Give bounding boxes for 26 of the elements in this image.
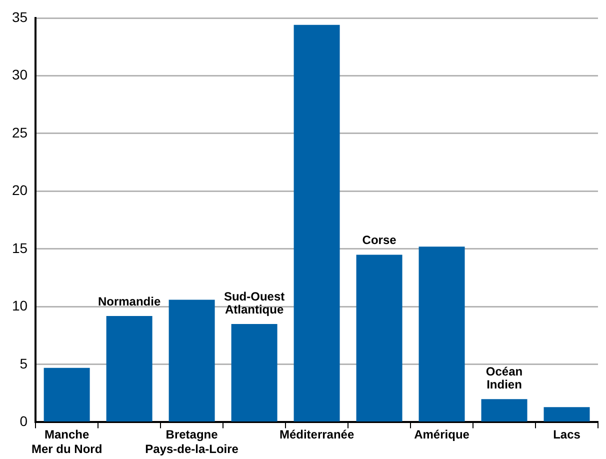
y-tick-label: 35	[12, 8, 28, 25]
bar	[44, 368, 90, 422]
x-tick-label: Manche Mer du Nord	[31, 428, 102, 456]
x-tick-label: Bretagne Pays-de-la-Loire	[145, 428, 239, 456]
x-tick-label: Méditerranée	[279, 428, 354, 442]
x-tick-label: Normandie	[98, 294, 161, 308]
y-tick-label: 0	[20, 413, 28, 430]
bar	[418, 246, 465, 422]
y-tick-label: 20	[12, 182, 28, 198]
y-tick-label: 30	[12, 66, 28, 83]
x-tick-label: Océan Indien	[486, 364, 523, 392]
y-tick-label: 5	[20, 355, 28, 372]
bar	[231, 324, 278, 422]
x-tick-label: Sud-Ouest Atlantique	[224, 289, 285, 316]
bar	[106, 316, 152, 422]
bar	[294, 24, 340, 422]
x-tick-label: Amérique	[414, 428, 470, 442]
bar	[168, 300, 215, 422]
bar	[356, 254, 402, 422]
y-tick-label: 25	[12, 124, 28, 140]
y-tick-label: 10	[12, 298, 28, 314]
x-tick-label: Corse	[362, 233, 397, 248]
y-tick-label: 15	[12, 240, 28, 256]
bar	[481, 399, 528, 422]
bar	[544, 407, 590, 422]
x-tick-label: Lacs	[553, 428, 581, 442]
